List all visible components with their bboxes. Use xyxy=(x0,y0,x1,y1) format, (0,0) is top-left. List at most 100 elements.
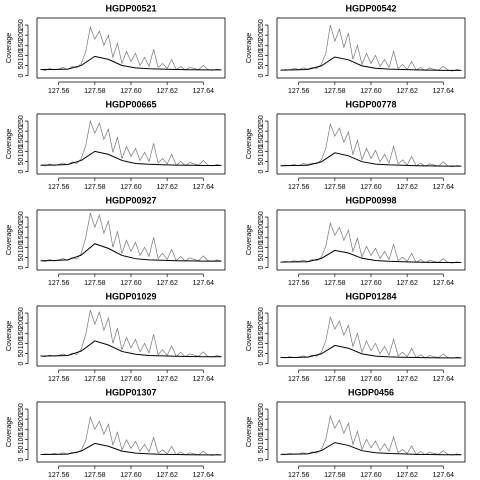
plot-frame xyxy=(276,17,466,79)
x-tick-label: 127.60 xyxy=(360,184,382,191)
x-tick-label: 127.64 xyxy=(433,184,455,191)
y-tick-label: 200 xyxy=(258,125,265,137)
y-axis-label: Coverage xyxy=(246,321,253,351)
y-tick-label: 50 xyxy=(18,61,25,69)
coverage-line xyxy=(40,212,222,262)
y-axis-label: Coverage xyxy=(6,417,13,447)
x-tick-label: 127.60 xyxy=(360,280,382,287)
y-tick-label: 200 xyxy=(18,29,25,41)
y-tick-label: 0 xyxy=(258,170,265,174)
y-tick-label: 0 xyxy=(258,362,265,366)
smoothed-line xyxy=(40,340,222,358)
x-tick-label: 127.58 xyxy=(324,88,346,95)
y-tick-label: 200 xyxy=(18,317,25,329)
smoothed-line xyxy=(280,152,462,167)
y-tick-label: 150 xyxy=(258,135,265,147)
y-tick-label: 100 xyxy=(258,433,265,445)
panel-title: HGDP0456 xyxy=(348,387,394,397)
x-tick-label: 127.62 xyxy=(396,472,418,479)
coverage-line xyxy=(40,119,222,167)
y-tick-label: 150 xyxy=(18,39,25,51)
y-axis-label: Coverage xyxy=(6,321,13,351)
x-tick-label: 127.58 xyxy=(324,184,346,191)
y-tick-label: 100 xyxy=(18,145,25,157)
y-axis-label: Coverage xyxy=(246,33,253,63)
y-tick-label: 150 xyxy=(18,423,25,435)
x-tick-label: 127.64 xyxy=(433,280,455,287)
x-tick-label: 127.58 xyxy=(84,280,106,287)
panel-title: HGDP01284 xyxy=(345,291,396,301)
plot-frame xyxy=(276,305,466,367)
y-tick-label: 100 xyxy=(18,337,25,349)
coverage-line xyxy=(40,25,222,71)
x-tick-label: 127.60 xyxy=(120,280,142,287)
panel-title: HGDP00521 xyxy=(105,3,156,13)
x-tick-label: 127.56 xyxy=(288,472,310,479)
y-tick-label: 250 xyxy=(18,211,25,223)
x-tick-label: 127.58 xyxy=(324,376,346,383)
x-tick-label: 127.60 xyxy=(360,376,382,383)
x-tick-label: 127.56 xyxy=(48,376,70,383)
x-tick-label: 127.58 xyxy=(84,88,106,95)
y-axis-label: Coverage xyxy=(6,225,13,255)
panel-title: HGDP00665 xyxy=(105,99,156,109)
coverage-line xyxy=(280,221,462,264)
y-tick-label: 250 xyxy=(18,115,25,127)
y-tick-label: 0 xyxy=(258,458,265,462)
y-axis-label: Coverage xyxy=(246,417,253,447)
y-tick-label: 100 xyxy=(258,145,265,157)
y-tick-label: 150 xyxy=(258,231,265,243)
x-tick-label: 127.64 xyxy=(433,376,455,383)
y-tick-label: 100 xyxy=(18,433,25,445)
plot-frame xyxy=(36,305,226,367)
plot-frame xyxy=(36,113,226,175)
x-tick-label: 127.58 xyxy=(84,472,106,479)
x-tick-label: 127.56 xyxy=(48,88,70,95)
y-tick-label: 0 xyxy=(18,362,25,366)
x-tick-label: 127.56 xyxy=(288,280,310,287)
y-tick-label: 250 xyxy=(258,211,265,223)
y-axis-label: Coverage xyxy=(6,33,13,63)
coverage-line xyxy=(280,122,462,168)
plot-frame xyxy=(276,209,466,271)
plot-frame xyxy=(36,209,226,271)
y-tick-label: 0 xyxy=(18,458,25,462)
y-axis-label: Coverage xyxy=(6,129,13,159)
smoothed-line xyxy=(40,442,222,456)
x-tick-label: 127.56 xyxy=(288,88,310,95)
x-tick-label: 127.64 xyxy=(193,376,215,383)
panel-title: HGDP00778 xyxy=(345,99,396,109)
x-tick-label: 127.62 xyxy=(396,376,418,383)
x-tick-label: 127.64 xyxy=(433,88,455,95)
y-tick-label: 150 xyxy=(18,327,25,339)
y-tick-label: 250 xyxy=(18,19,25,31)
y-axis-label: Coverage xyxy=(246,129,253,159)
y-tick-label: 150 xyxy=(18,135,25,147)
y-tick-label: 150 xyxy=(258,327,265,339)
y-tick-label: 200 xyxy=(18,125,25,137)
x-tick-label: 127.62 xyxy=(156,376,178,383)
plot-frame xyxy=(276,401,466,463)
x-tick-label: 127.62 xyxy=(156,280,178,287)
y-tick-label: 0 xyxy=(18,74,25,78)
x-tick-label: 127.56 xyxy=(288,376,310,383)
smoothed-line xyxy=(40,150,222,167)
y-tick-label: 100 xyxy=(258,337,265,349)
y-tick-label: 50 xyxy=(258,157,265,165)
x-tick-label: 127.62 xyxy=(396,184,418,191)
x-tick-label: 127.60 xyxy=(360,472,382,479)
panel-title: HGDP01307 xyxy=(105,387,156,397)
coverage-line xyxy=(280,414,462,456)
x-tick-label: 127.62 xyxy=(396,280,418,287)
y-tick-label: 250 xyxy=(258,115,265,127)
smoothed-line xyxy=(280,442,462,456)
plot-frame xyxy=(276,113,466,175)
x-tick-label: 127.60 xyxy=(360,88,382,95)
y-tick-label: 50 xyxy=(258,349,265,357)
y-tick-label: 150 xyxy=(258,39,265,51)
x-tick-label: 127.56 xyxy=(48,184,70,191)
y-tick-label: 0 xyxy=(258,266,265,270)
y-tick-label: 150 xyxy=(258,423,265,435)
y-tick-label: 0 xyxy=(18,170,25,174)
x-tick-label: 127.60 xyxy=(120,88,142,95)
